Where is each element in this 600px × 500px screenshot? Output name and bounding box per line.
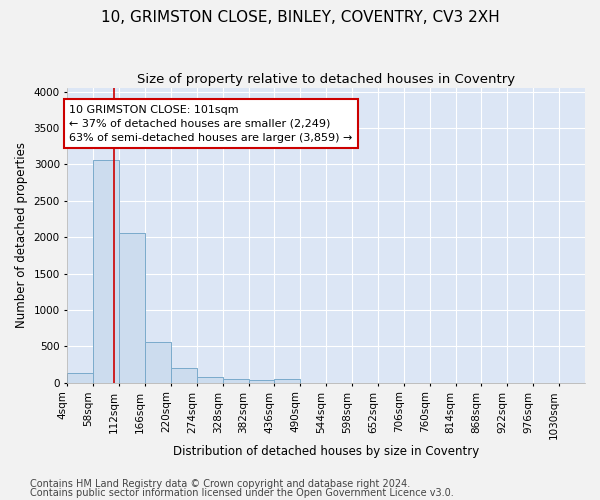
Title: Size of property relative to detached houses in Coventry: Size of property relative to detached ho… <box>137 72 515 86</box>
Text: Contains public sector information licensed under the Open Government Licence v3: Contains public sector information licen… <box>30 488 454 498</box>
Bar <box>171 368 197 383</box>
Y-axis label: Number of detached properties: Number of detached properties <box>15 142 28 328</box>
Bar <box>145 342 171 383</box>
Bar <box>94 160 119 383</box>
Bar <box>274 379 301 383</box>
Bar <box>248 380 274 383</box>
Bar <box>223 379 248 383</box>
Bar <box>197 377 223 383</box>
X-axis label: Distribution of detached houses by size in Coventry: Distribution of detached houses by size … <box>173 444 479 458</box>
Text: 10, GRIMSTON CLOSE, BINLEY, COVENTRY, CV3 2XH: 10, GRIMSTON CLOSE, BINLEY, COVENTRY, CV… <box>101 10 499 25</box>
Text: 10 GRIMSTON CLOSE: 101sqm
← 37% of detached houses are smaller (2,249)
63% of se: 10 GRIMSTON CLOSE: 101sqm ← 37% of detac… <box>70 105 353 143</box>
Text: Contains HM Land Registry data © Crown copyright and database right 2024.: Contains HM Land Registry data © Crown c… <box>30 479 410 489</box>
Bar <box>119 233 145 383</box>
Bar <box>67 374 94 383</box>
